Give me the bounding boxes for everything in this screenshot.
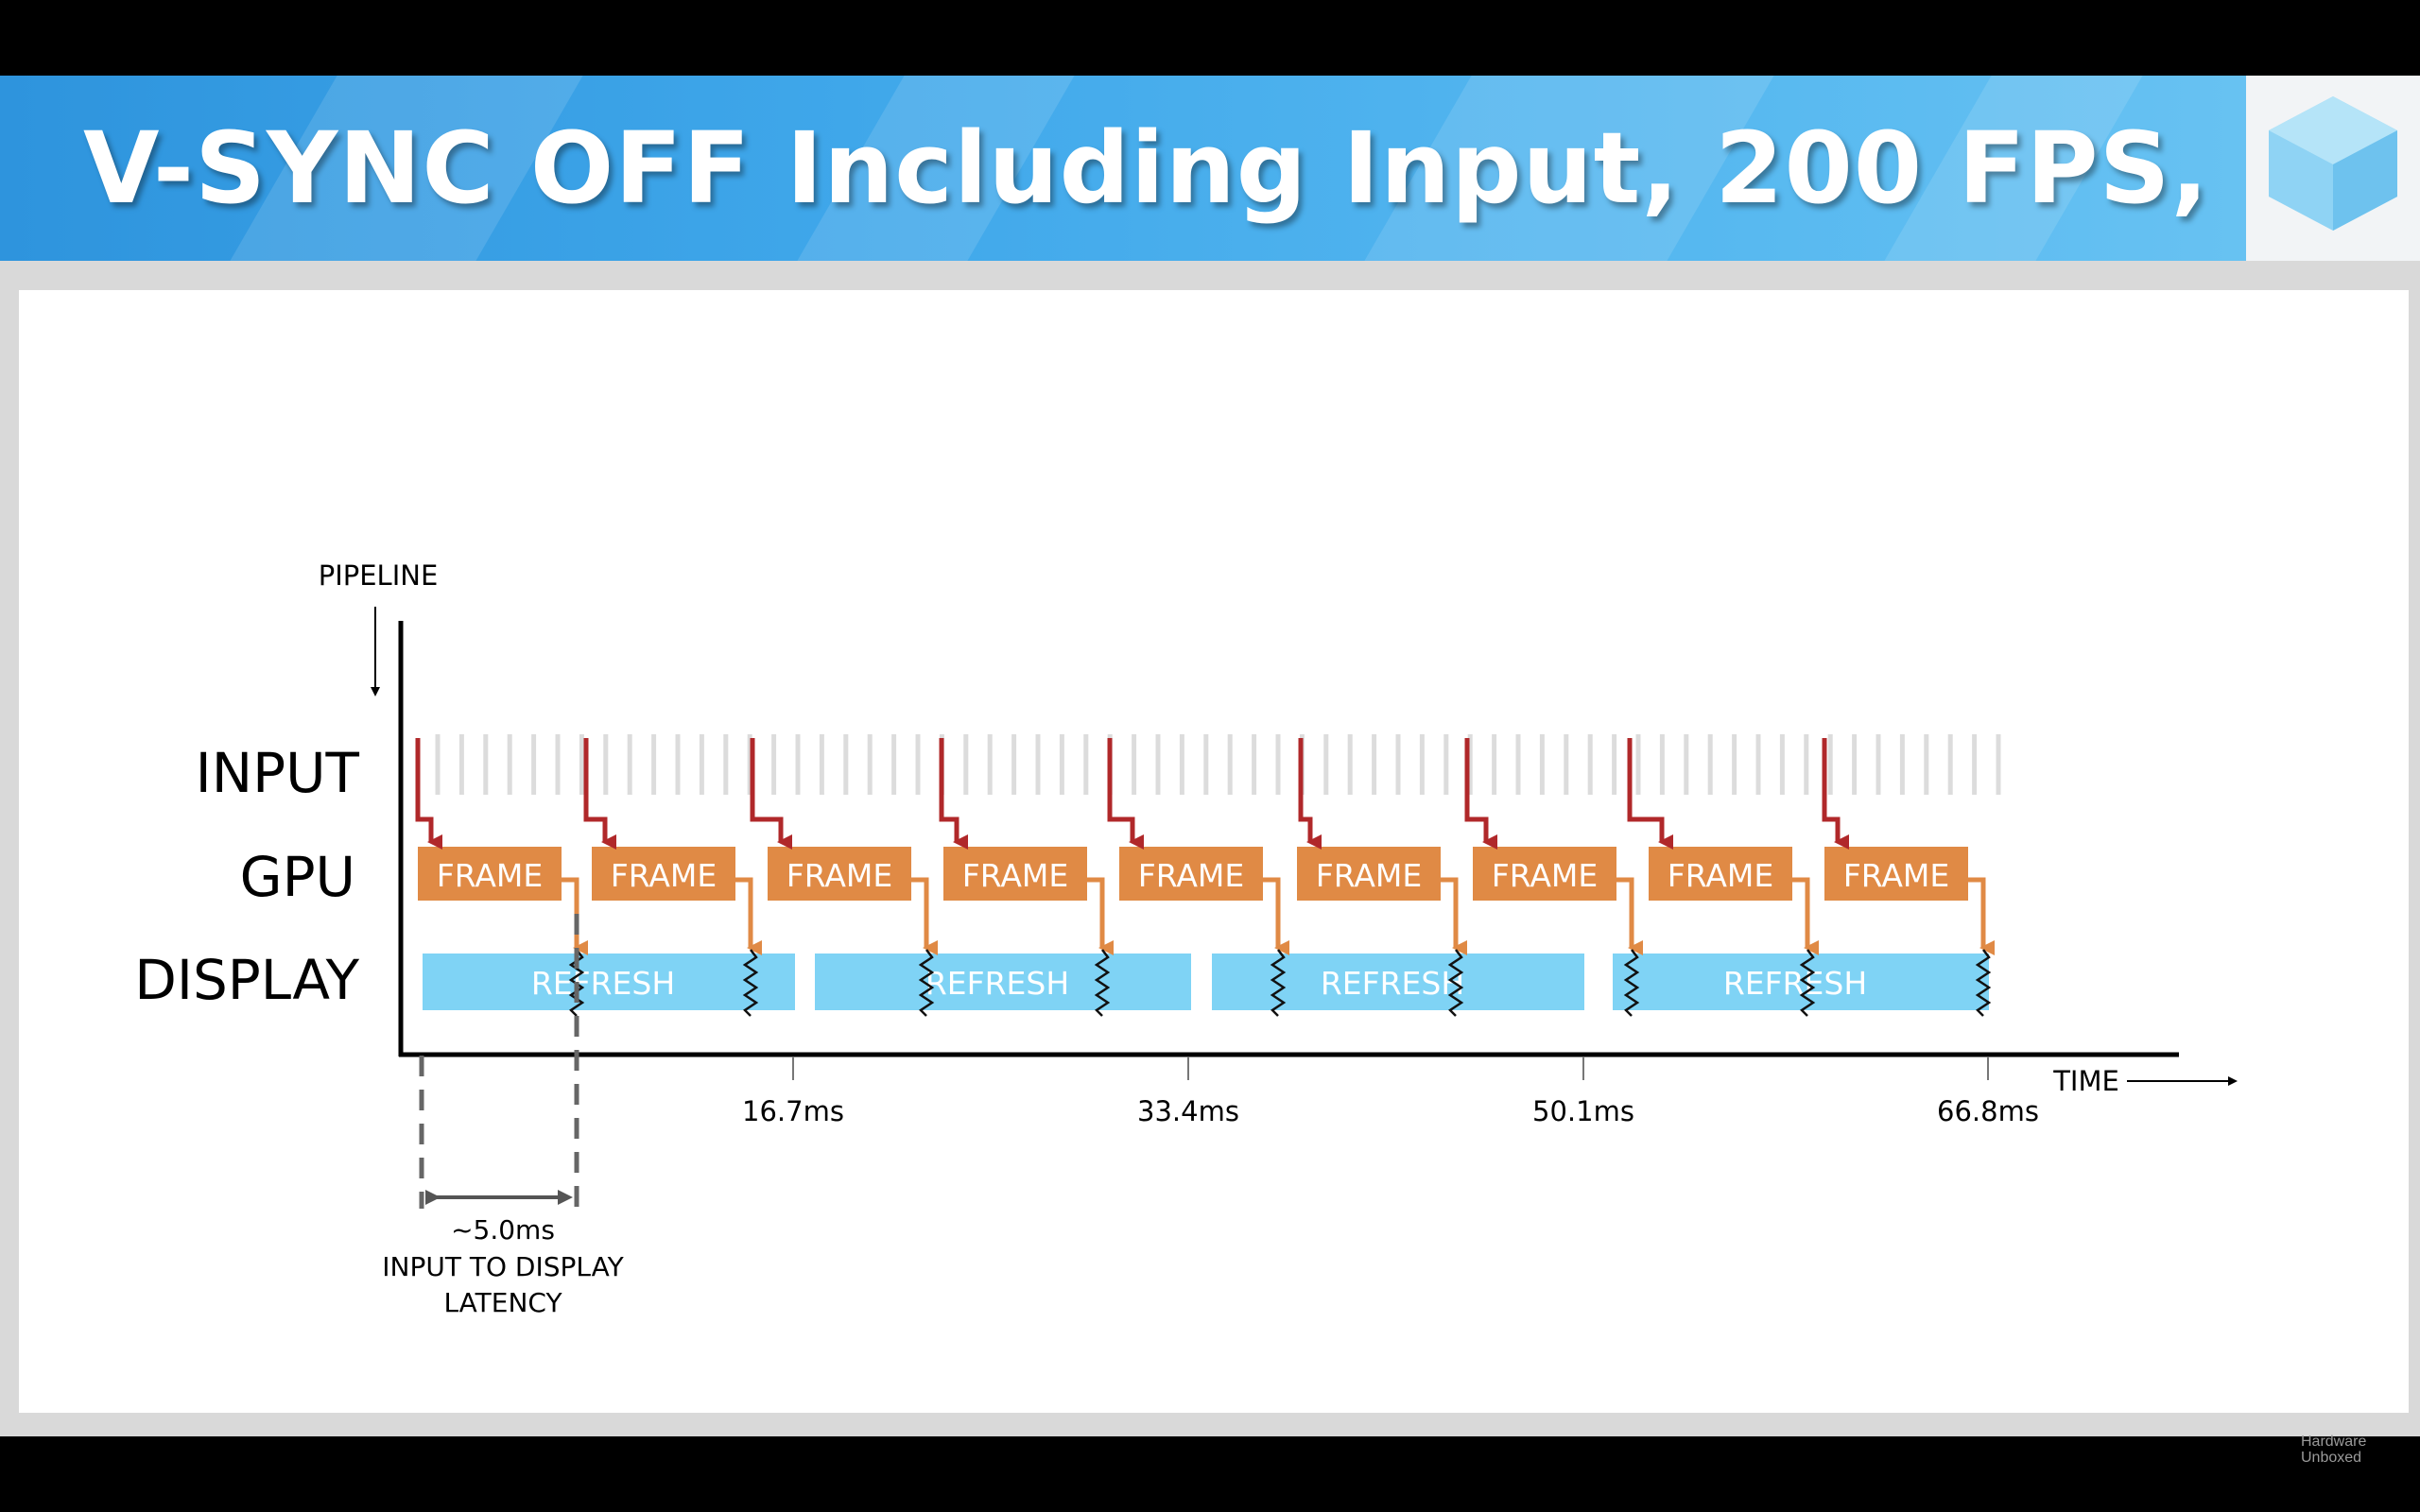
frame-to-display-arrow: [735, 877, 762, 955]
time-ticks: 16.7ms 33.4ms 50.1ms 66.8ms: [742, 1057, 2039, 1127]
frame-label: FRAME: [1138, 857, 1244, 894]
page-title: V-SYNC OFF Including Input, 200 FPS, 60 …: [83, 111, 2420, 226]
time-tick-label: 66.8ms: [1937, 1095, 2039, 1127]
watermark: Hardware Unboxed: [2301, 1434, 2366, 1466]
frame-to-display-arrow: [911, 877, 938, 955]
tear-line: [918, 949, 935, 1017]
watermark-line-2: Unboxed: [2301, 1450, 2362, 1466]
watermark-line-1: Hardware: [2301, 1434, 2367, 1450]
refresh-label: REFRESH: [1321, 965, 1464, 1002]
frame-to-display-arrow: [1441, 877, 1467, 955]
tear-line: [1270, 949, 1287, 1017]
tear-line: [1975, 949, 1992, 1017]
refresh-bars: REFRESH REFRESH REFRESH REFRESH: [423, 954, 1989, 1010]
frame-to-display-arrow: [1616, 877, 1643, 955]
frame-label: FRAME: [962, 857, 1068, 894]
frame-box: [418, 847, 562, 901]
frame-label: FRAME: [1668, 857, 1773, 894]
input-sample-arrow: [939, 738, 968, 850]
cube-icon: [2269, 96, 2397, 231]
refresh-bar: [1613, 954, 1989, 1010]
title-banner: V-SYNC OFF Including Input, 200 FPS, 60 …: [0, 76, 2420, 261]
frame-label: FRAME: [1316, 857, 1422, 894]
frame-to-display-arrow: [1263, 877, 1289, 955]
time-tick-label: 33.4ms: [1137, 1095, 1239, 1127]
frame-box: [1824, 847, 1968, 901]
input-sample-arrow: [415, 738, 442, 850]
tear-line: [1623, 949, 1640, 1017]
row-label-gpu: GPU: [240, 845, 355, 909]
input-sample-arrow: [1107, 738, 1144, 850]
input-ticks: [435, 734, 2001, 795]
latency-caption-1: INPUT TO DISPLAY: [382, 1251, 624, 1282]
tear-line: [1094, 949, 1111, 1017]
input-sample-arrow: [1822, 738, 1849, 850]
frame-box: [1649, 847, 1792, 901]
input-sample-arrow: [1464, 738, 1497, 850]
diagram-panel: PIPELINE INPUT GPU DISPLAY TIME REFRESH R…: [19, 290, 2409, 1413]
input-sample-arrow: [1298, 738, 1322, 850]
frame-label: FRAME: [611, 857, 717, 894]
pipeline-diagram: PIPELINE INPUT GPU DISPLAY TIME REFRESH R…: [134, 559, 2238, 1318]
refresh-label: REFRESH: [1723, 965, 1867, 1002]
logo: [2246, 76, 2420, 261]
input-sample-arrow: [583, 738, 616, 850]
frame-to-display-arrow: [1968, 877, 1995, 955]
refresh-label: REFRESH: [925, 965, 1069, 1002]
row-label-display: DISPLAY: [134, 948, 359, 1012]
tear-line: [1447, 949, 1464, 1017]
tear-line: [742, 949, 759, 1017]
input-sample-arrow: [750, 738, 792, 850]
input-sample-arrow: [1627, 738, 1673, 850]
frame-box: [1119, 847, 1263, 901]
refresh-bar: [423, 954, 795, 1010]
frame-box: [592, 847, 735, 901]
frame-box: [943, 847, 1087, 901]
pipeline-label: PIPELINE: [319, 559, 439, 592]
frame-box: [768, 847, 911, 901]
frame-label: FRAME: [786, 857, 892, 894]
frame-box: [1473, 847, 1616, 901]
time-tick-label: 16.7ms: [742, 1095, 844, 1127]
latency-value: ~5.0ms: [451, 1214, 555, 1246]
frame-label: FRAME: [1843, 857, 1949, 894]
frame-label: FRAME: [437, 857, 543, 894]
refresh-label: REFRESH: [531, 965, 675, 1002]
time-label: TIME: [2052, 1065, 2119, 1097]
frame-box: [1297, 847, 1441, 901]
frame-boxes: FRAME FRAME FRAME FRAME FRAME FRAME FRAME FRAME…: [415, 738, 1995, 955]
latency-caption-2: LATENCY: [443, 1287, 562, 1318]
row-label-input: INPUT: [196, 741, 360, 805]
refresh-bar: [815, 954, 1191, 1010]
frame-to-display-arrow: [1792, 877, 1819, 955]
frame-label: FRAME: [1492, 857, 1598, 894]
frame-to-display-arrow: [1087, 877, 1114, 955]
tear-line: [1799, 949, 1816, 1017]
time-tick-label: 50.1ms: [1532, 1095, 1634, 1127]
